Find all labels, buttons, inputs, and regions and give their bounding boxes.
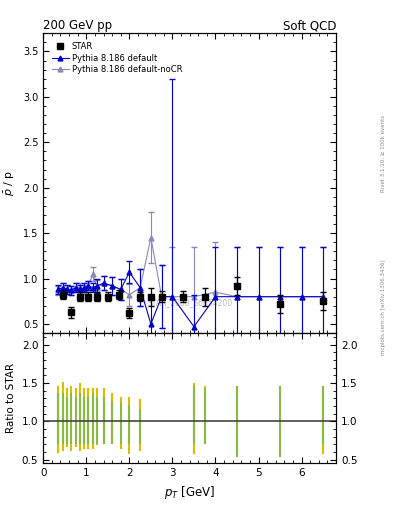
Text: Soft QCD: Soft QCD <box>283 19 336 32</box>
Legend: STAR, Pythia 8.186 default, Pythia 8.186 default-noCR: STAR, Pythia 8.186 default, Pythia 8.186… <box>50 40 184 76</box>
X-axis label: $p_T$ [GeV]: $p_T$ [GeV] <box>164 484 215 501</box>
Y-axis label: $\bar{p}$ / p: $\bar{p}$ / p <box>3 170 17 196</box>
Text: STAR_2008_S6654200: STAR_2008_S6654200 <box>147 298 232 308</box>
Y-axis label: Ratio to STAR: Ratio to STAR <box>6 363 16 433</box>
Text: Rivet 3.1.10, ≥ 100k events: Rivet 3.1.10, ≥ 100k events <box>381 115 386 192</box>
Text: 200 GeV pp: 200 GeV pp <box>43 19 112 32</box>
Text: mcplots.cern.ch [arXiv:1306.3436]: mcplots.cern.ch [arXiv:1306.3436] <box>381 260 386 355</box>
